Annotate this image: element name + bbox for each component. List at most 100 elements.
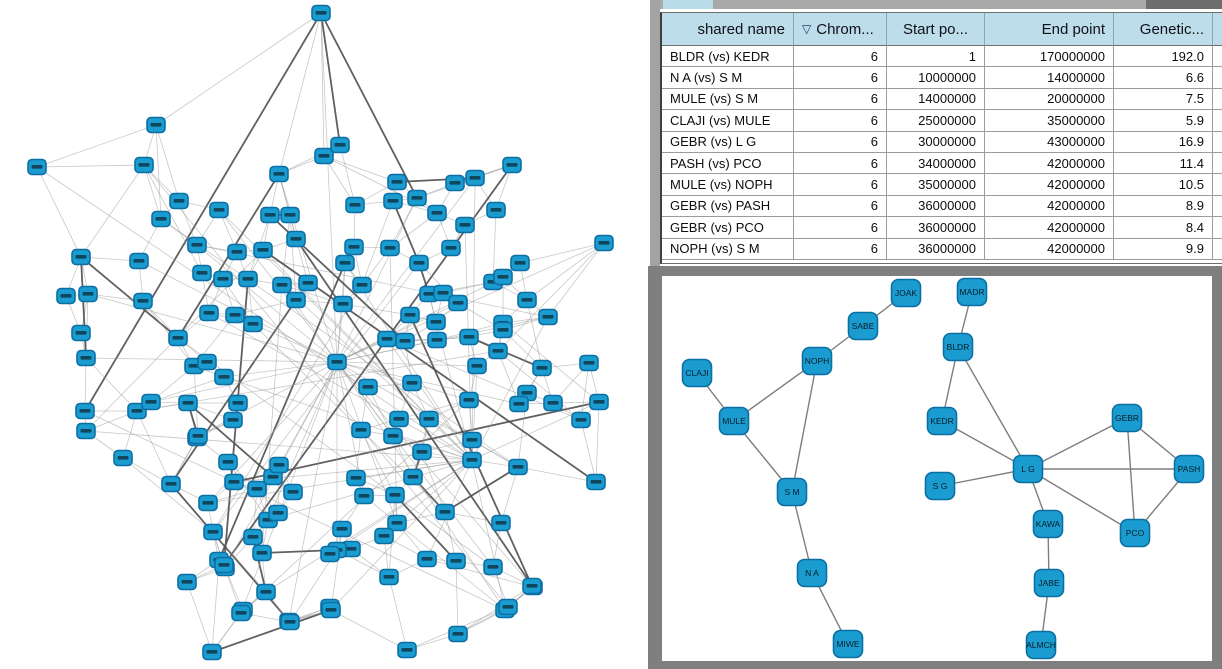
network-node[interactable] xyxy=(76,349,96,367)
filter-icon[interactable]: ▽ xyxy=(802,22,812,36)
network-node[interactable] xyxy=(76,422,96,440)
network-node[interactable] xyxy=(256,583,276,601)
network-node[interactable] xyxy=(335,254,355,272)
network-node[interactable] xyxy=(467,357,487,375)
network-node[interactable] xyxy=(412,443,432,461)
network-node[interactable] xyxy=(243,528,263,546)
network-node[interactable] xyxy=(225,306,245,324)
network-node[interactable] xyxy=(214,368,234,386)
network-node[interactable] xyxy=(243,315,263,333)
network-node[interactable] xyxy=(433,284,453,302)
network-node[interactable]: GEBR xyxy=(1111,403,1143,433)
network-node[interactable] xyxy=(419,410,439,428)
network-node[interactable]: JOAK xyxy=(890,278,922,308)
panel-divider[interactable] xyxy=(650,0,660,266)
network-node[interactable]: BLDR xyxy=(942,332,974,362)
network-node[interactable]: N A xyxy=(796,558,828,588)
network-node[interactable] xyxy=(280,206,300,224)
network-node[interactable] xyxy=(146,116,166,134)
network-node[interactable] xyxy=(268,504,288,522)
network-node[interactable] xyxy=(377,330,397,348)
network-node[interactable] xyxy=(311,4,331,22)
network-edge[interactable] xyxy=(1027,468,1136,534)
network-node[interactable] xyxy=(358,378,378,396)
main-network-canvas[interactable] xyxy=(0,0,650,669)
network-node[interactable] xyxy=(400,306,420,324)
network-node[interactable] xyxy=(354,487,374,505)
network-node[interactable] xyxy=(177,573,197,591)
network-node[interactable] xyxy=(327,353,347,371)
network-node[interactable] xyxy=(379,568,399,586)
network-node[interactable] xyxy=(543,394,563,412)
network-node[interactable] xyxy=(330,136,350,154)
network-node[interactable]: ALMCH xyxy=(1025,630,1057,660)
network-node[interactable]: S G xyxy=(924,471,956,501)
network-node[interactable] xyxy=(298,274,318,292)
network-edge[interactable] xyxy=(791,360,818,493)
network-node[interactable] xyxy=(129,252,149,270)
network-node[interactable]: NOPH xyxy=(801,346,833,376)
network-node[interactable] xyxy=(389,410,409,428)
network-node[interactable] xyxy=(286,291,306,309)
network-node[interactable] xyxy=(314,147,334,165)
network-node[interactable] xyxy=(228,394,248,412)
network-node[interactable] xyxy=(427,331,447,349)
table-row[interactable]: GEBR (vs) PCO 6 36000000 42000000 8.4 xyxy=(662,217,1222,239)
network-node[interactable] xyxy=(532,359,552,377)
network-node[interactable] xyxy=(56,287,76,305)
network-node[interactable] xyxy=(459,391,479,409)
network-node[interactable] xyxy=(71,324,91,342)
network-node[interactable] xyxy=(380,239,400,257)
network-node[interactable]: PCO xyxy=(1119,518,1151,548)
network-node[interactable] xyxy=(508,458,528,476)
column-header-chrom-[interactable]: ▽ Chrom... xyxy=(794,13,887,46)
network-node[interactable] xyxy=(202,643,222,661)
table-scroll-tab[interactable] xyxy=(663,0,713,9)
network-node[interactable] xyxy=(374,527,394,545)
network-node[interactable]: MIWE xyxy=(832,629,864,659)
network-node[interactable] xyxy=(579,354,599,372)
network-node[interactable] xyxy=(589,393,609,411)
network-node[interactable] xyxy=(168,329,188,347)
network-edge[interactable] xyxy=(1027,417,1128,470)
network-node[interactable] xyxy=(71,248,91,266)
column-header-end-point[interactable]: End point xyxy=(985,13,1114,46)
table-row[interactable]: BLDR (vs) KEDR 6 1 170000000 192.0 xyxy=(662,46,1222,68)
network-node[interactable] xyxy=(188,427,208,445)
table-row[interactable]: CLAJI (vs) MULE 6 25000000 35000000 5.9 xyxy=(662,110,1222,132)
network-node[interactable] xyxy=(498,598,518,616)
network-node[interactable] xyxy=(427,204,447,222)
network-node[interactable] xyxy=(27,158,47,176)
table-row[interactable]: GEBR (vs) L G 6 30000000 43000000 16.9 xyxy=(662,131,1222,153)
network-node[interactable]: KEDR xyxy=(926,406,958,436)
network-node[interactable] xyxy=(238,270,258,288)
network-node[interactable] xyxy=(247,480,267,498)
network-node[interactable] xyxy=(586,473,606,491)
network-node[interactable] xyxy=(253,241,273,259)
network-node[interactable] xyxy=(272,276,292,294)
network-node[interactable] xyxy=(198,494,218,512)
network-node[interactable]: KAWA xyxy=(1032,509,1064,539)
network-node[interactable] xyxy=(395,332,415,350)
table-row[interactable]: MULE (vs) NOPH 6 35000000 42000000 10.5 xyxy=(662,174,1222,196)
column-header-genetic-[interactable]: Genetic... xyxy=(1114,13,1213,46)
network-node[interactable] xyxy=(385,486,405,504)
network-node[interactable] xyxy=(445,174,465,192)
network-node[interactable] xyxy=(286,230,306,248)
network-node[interactable] xyxy=(231,604,251,622)
network-node[interactable] xyxy=(133,292,153,310)
network-node[interactable] xyxy=(224,473,244,491)
network-node[interactable]: JABE xyxy=(1033,568,1065,598)
network-node[interactable] xyxy=(345,196,365,214)
network-node[interactable] xyxy=(446,552,466,570)
network-node[interactable] xyxy=(417,550,437,568)
network-node[interactable] xyxy=(462,431,482,449)
table-row[interactable]: MULE (vs) S M 6 14000000 20000000 7.5 xyxy=(662,88,1222,111)
network-node[interactable]: CLAJI xyxy=(681,358,713,388)
network-node[interactable] xyxy=(502,156,522,174)
network-node[interactable] xyxy=(227,243,247,261)
network-node[interactable] xyxy=(203,523,223,541)
network-node[interactable] xyxy=(178,394,198,412)
network-node[interactable] xyxy=(218,453,238,471)
network-node[interactable] xyxy=(397,641,417,659)
